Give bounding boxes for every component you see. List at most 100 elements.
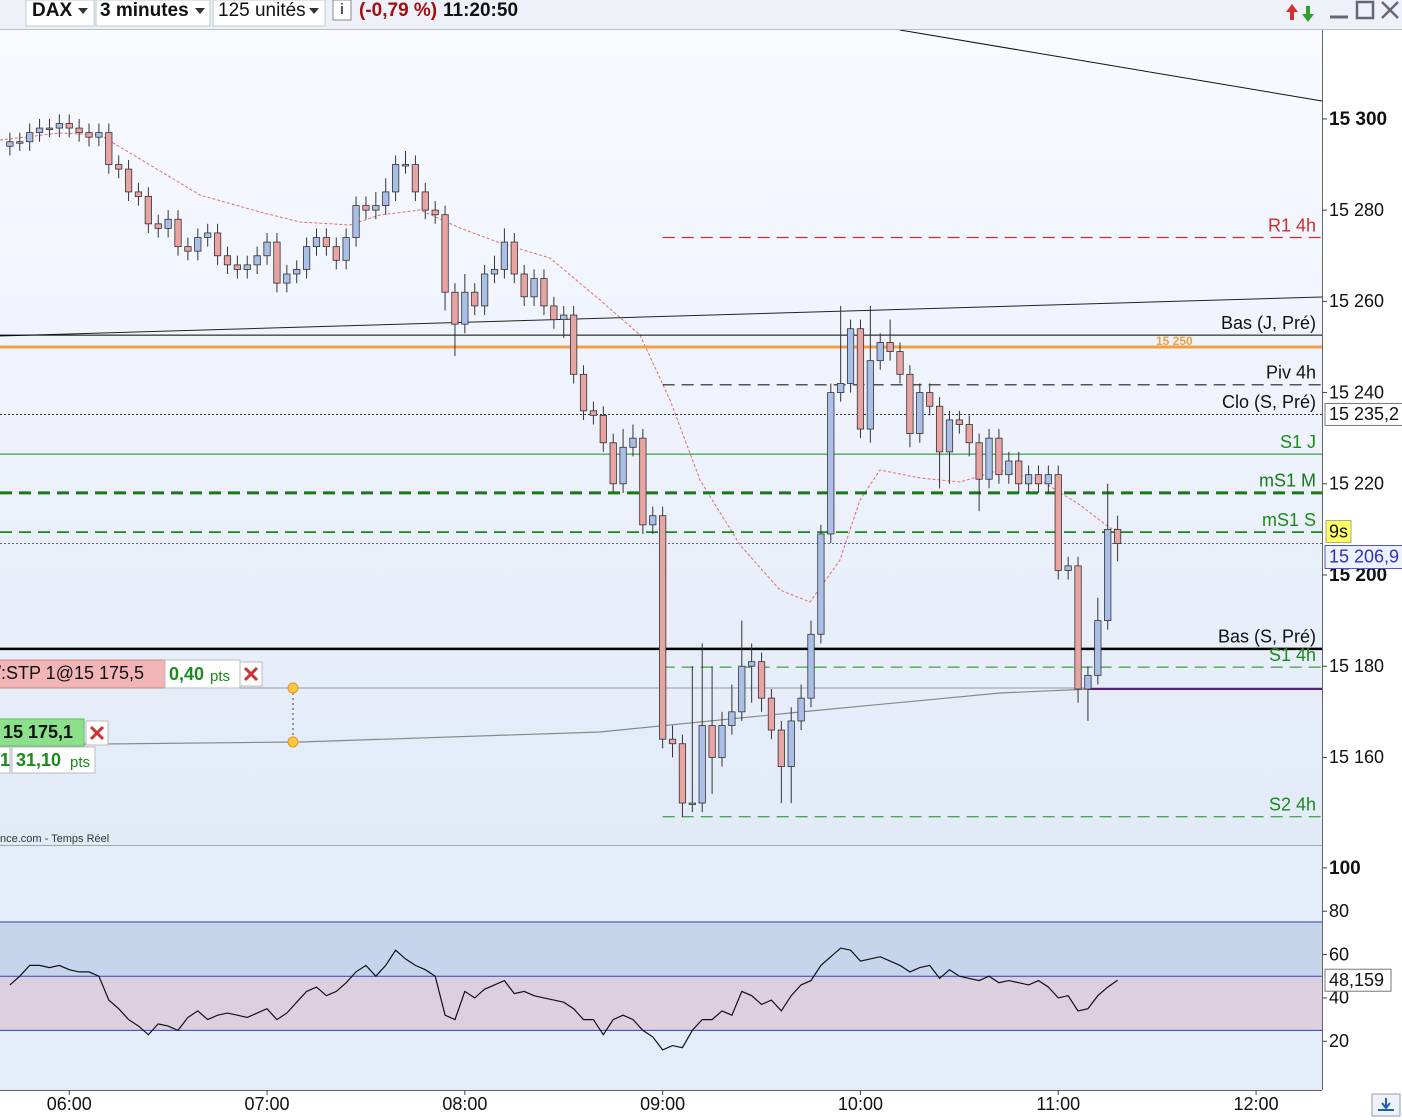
axis-area: [1322, 30, 1402, 1120]
candle-body: [995, 437, 1003, 476]
candle-body: [579, 373, 588, 412]
units-select[interactable]: [212, 0, 326, 27]
symbol: DAX: [32, 0, 72, 21]
units: 125 unités: [218, 0, 306, 21]
info-button[interactable]: [332, 0, 352, 21]
candle-body: [431, 209, 439, 216]
candle-body: [26, 132, 34, 143]
level-label: S1 J: [1280, 432, 1316, 452]
y-tick-label: 15 280: [1329, 200, 1384, 220]
x-tick-label: 12:00: [1234, 1094, 1279, 1114]
dropdown-arrow: [309, 8, 319, 14]
order-qty: 1: [0, 750, 10, 770]
candle-body: [352, 205, 360, 238]
candle-body: [777, 729, 785, 767]
candle-body: [955, 419, 963, 425]
candle-body: [481, 273, 489, 307]
y-tick-label: 60: [1329, 944, 1349, 964]
axis-price-box: [1324, 402, 1402, 426]
candle-body: [589, 410, 598, 416]
trend-line: [0, 296, 1323, 337]
dropdown-arrow: [195, 8, 205, 14]
candle-body: [718, 725, 726, 758]
change: (-0,79 %): [359, 0, 437, 21]
y-tick-label: 15 300: [1329, 109, 1387, 130]
candle-body: [935, 405, 944, 453]
candle-body: [550, 305, 558, 321]
candle-body: [787, 720, 795, 767]
last-price-box: [1324, 545, 1402, 570]
candle-body: [1074, 565, 1082, 690]
candle-body: [639, 437, 647, 526]
timeframe-select[interactable]: [95, 0, 211, 27]
y-tick-label: 15 180: [1329, 656, 1384, 676]
candle-body: [382, 191, 390, 206]
candle-body: [85, 132, 93, 138]
swap-icon[interactable]: [1286, 4, 1298, 20]
candle-body: [827, 392, 835, 535]
upper-band: [0, 922, 1322, 977]
order-handle[interactable]: [287, 682, 299, 694]
x-tick-label: 06:00: [47, 1094, 92, 1114]
candle-body: [817, 533, 825, 635]
candle-body: [1094, 620, 1102, 676]
candle-body: [184, 246, 192, 252]
indicator-value-label: 48,159: [1329, 970, 1384, 990]
candle-body: [174, 218, 182, 248]
axes: 15 235,2 15 160 15 180 15 200 15 220 15 240 15…: [47, 109, 1402, 1114]
axis-price-label: 15 235,2: [1329, 404, 1399, 424]
candle-body: [471, 291, 479, 307]
order-label: 15 175,1: [3, 722, 73, 742]
candle-body: [253, 255, 261, 266]
candle-body: [401, 164, 410, 167]
order-label: /:STP 1@15 175,5: [0, 663, 144, 683]
candle-body: [1054, 474, 1062, 571]
candle-body: [392, 164, 400, 193]
level-label: mS1 M: [1259, 471, 1316, 491]
x-tick-label: 07:00: [245, 1094, 290, 1114]
level-label: Bas (S, Pré): [1218, 627, 1316, 647]
x-tick-label: 09:00: [640, 1094, 685, 1114]
candle-body: [866, 360, 874, 430]
candle-body: [35, 127, 44, 134]
candle-body: [372, 205, 380, 211]
time-axis-area: [0, 1090, 1322, 1120]
candle-body: [154, 223, 162, 229]
maximize[interactable]: [1355, 0, 1375, 20]
candle-body: [659, 515, 667, 740]
candle-body: [105, 132, 113, 165]
candle-body: [1104, 528, 1112, 622]
candle-body: [490, 269, 499, 275]
order-gain: 31,10: [16, 750, 61, 770]
candle-body: [421, 191, 429, 211]
candle-body: [233, 264, 241, 270]
candle-body: [55, 123, 63, 129]
candle-body: [1015, 460, 1023, 485]
candle-body: [164, 218, 172, 229]
close[interactable]: [1381, 1, 1399, 19]
candle-body: [342, 237, 350, 261]
candle-body: [312, 237, 321, 248]
trend-line: [899, 29, 1323, 102]
candle-body: [293, 269, 301, 275]
candle-body: [560, 314, 568, 321]
candle-body: [1034, 474, 1043, 485]
order-box[interactable]: [0, 718, 85, 747]
x-tick-label: 10:00: [838, 1094, 883, 1114]
candle-body: [283, 273, 291, 284]
candle-body: [144, 196, 152, 225]
candle-body: [975, 442, 983, 480]
candle-body: [797, 697, 805, 722]
candle-body: [16, 141, 24, 144]
order-handle[interactable]: [287, 736, 299, 748]
candle-body: [362, 205, 370, 211]
dropdown-arrow: [78, 8, 88, 14]
long-moving-average: [0, 688, 1091, 746]
candle-body: [856, 328, 865, 430]
candle-body: [896, 351, 904, 375]
candle-body: [609, 442, 617, 485]
y-tick-label: 15 260: [1329, 291, 1384, 311]
candle-body: [757, 661, 766, 699]
candle-body: [322, 237, 330, 248]
order-gain-box: [11, 746, 96, 774]
